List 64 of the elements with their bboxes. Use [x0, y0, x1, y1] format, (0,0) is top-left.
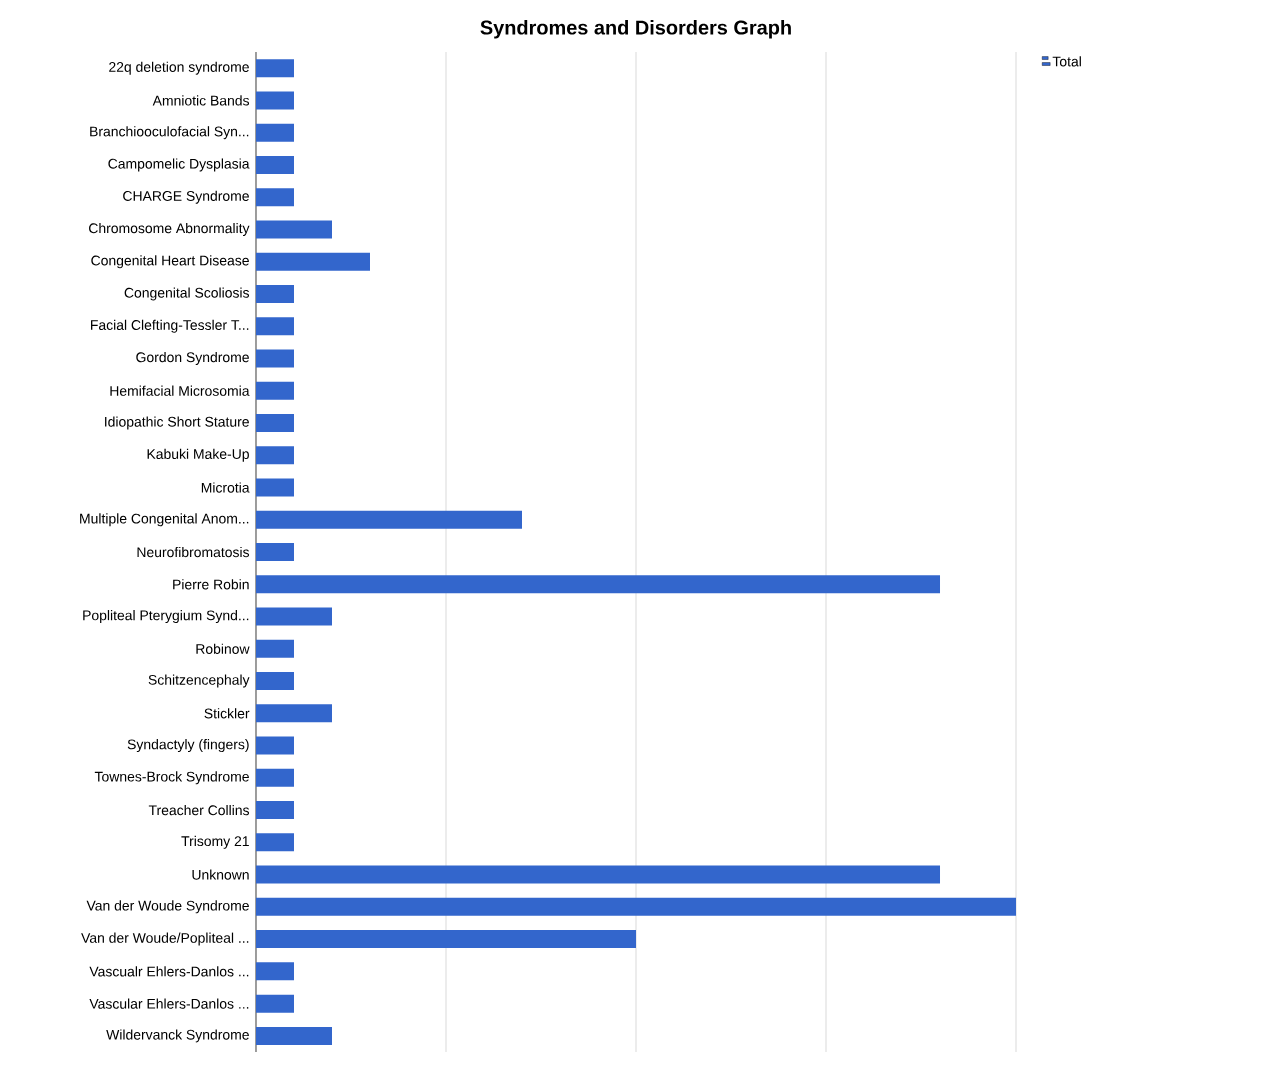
legend-label: Total: [1052, 56, 1081, 67]
y-tick-label: Townes-Brock Syndrome: [94, 771, 249, 785]
bar: [256, 188, 294, 207]
y-tick-label: Facial Clefting-Tessler T...: [91, 319, 249, 333]
y-tick-label: Amniotic Bands: [152, 95, 250, 106]
bar: [256, 897, 1017, 916]
y-tick-label: Schitzencephaly: [148, 674, 250, 688]
bar: [256, 833, 294, 852]
bar: [256, 543, 294, 562]
y-tick-label: Vascualr Ehlers-Danlos ...: [89, 966, 249, 977]
bar: [256, 801, 294, 820]
y-tick-label: Stickler: [204, 708, 250, 719]
y-tick-label: Branchiooculofacial Syn...: [90, 126, 249, 140]
bar: [256, 994, 294, 1013]
bar: [256, 155, 294, 174]
bar: [256, 575, 941, 594]
y-tick-label: 22q deletion syndrome: [109, 61, 249, 75]
bar: [256, 736, 294, 755]
bar: [256, 284, 294, 303]
bar: [256, 930, 636, 949]
y-tick-label: Chromosome Abnormality: [89, 222, 250, 236]
bar: [256, 59, 294, 78]
bar: [256, 865, 941, 884]
bar: [256, 349, 294, 368]
y-tick-label: Unknown: [192, 869, 249, 880]
bar: [256, 672, 294, 691]
y-tick-label: Neurofibromatosis: [137, 546, 250, 558]
y-tick-label: Congenital Scoliosis: [124, 287, 250, 301]
bar: [256, 91, 294, 110]
y-tick-label: Kabuki Make-Up: [147, 448, 249, 462]
bar: [256, 414, 294, 432]
bar: [256, 1026, 332, 1045]
y-tick-label: CHARGE Syndrome: [123, 190, 249, 204]
y-tick-label: Wildervanck Syndrome: [106, 1029, 249, 1043]
y-tick-label: Hemifacial Microsomia: [110, 385, 250, 396]
y-tick-label: Congenital Heart Disease: [91, 255, 249, 269]
y-tick-label: Campomelic Dysplasia: [108, 158, 250, 172]
bar: [256, 381, 294, 400]
bar: [256, 123, 294, 142]
y-tick-label: Treacher Collins: [148, 804, 250, 816]
y-tick-label: Syndactyly (fingers): [127, 739, 249, 753]
bar: [256, 478, 294, 497]
y-tick-label: Van der Woude Syndrome: [86, 900, 249, 914]
bar: [256, 510, 522, 529]
bar: [256, 252, 370, 271]
y-tick-label: Robinow: [196, 643, 250, 654]
y-tick-label: Van der Woude/Popliteal ...: [81, 932, 249, 946]
bar: [256, 704, 332, 723]
bar: [256, 768, 294, 787]
y-tick-label: Popliteal Pterygium Synd...: [83, 610, 249, 624]
bar: [256, 639, 294, 658]
bar: [256, 220, 332, 239]
y-tick-label: Multiple Congenital Anom...: [80, 513, 249, 527]
y-tick-label: Gordon Syndrome: [136, 351, 249, 365]
bar: [256, 446, 294, 465]
y-tick-label: Trisomy 21: [181, 835, 249, 849]
y-tick-label: Pierre Robin: [173, 579, 249, 590]
y-tick-label: Vascular Ehlers-Danlos ...: [89, 998, 249, 1009]
y-tick-label: Microtia: [201, 482, 250, 493]
y-tick-label: Idiopathic Short Stature: [105, 416, 249, 430]
bar: [256, 317, 294, 336]
bar: [256, 607, 332, 626]
chart-title: Syndromes and Disorders Graph: [480, 19, 791, 39]
bar: [256, 962, 294, 981]
